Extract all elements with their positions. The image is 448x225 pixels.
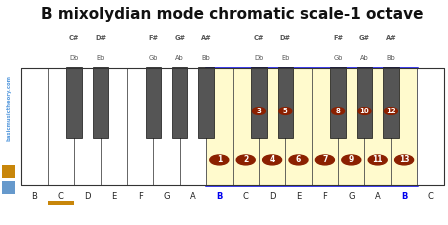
Text: Eb: Eb [96,56,105,61]
Text: C#: C# [254,35,264,41]
Text: C: C [58,192,64,201]
Bar [48,201,74,205]
Circle shape [263,155,282,165]
Text: basicmusictheory.com: basicmusictheory.com [6,75,11,141]
Text: D: D [269,192,276,201]
Bar [357,68,372,138]
Text: D#: D# [280,35,291,41]
Bar [285,68,312,184]
Text: A: A [190,192,196,201]
Text: Bb: Bb [387,56,395,61]
Text: 4: 4 [270,155,275,164]
Text: 1: 1 [217,155,222,164]
Text: E: E [296,192,301,201]
Bar [278,68,293,138]
Text: Ab: Ab [360,56,369,61]
Circle shape [384,108,397,114]
Text: 12: 12 [386,108,396,114]
Text: Gb: Gb [333,56,343,61]
Bar [180,68,206,184]
Text: A#: A# [201,35,211,41]
Bar [338,68,365,184]
Bar [22,68,444,184]
Circle shape [332,108,345,114]
Bar [233,68,259,184]
Text: G#: G# [359,35,370,41]
Text: G#: G# [174,35,185,41]
Text: 9: 9 [349,155,354,164]
Bar [2,181,15,194]
Text: 13: 13 [399,155,409,164]
Bar [93,68,108,138]
Bar [259,68,285,184]
Bar [74,68,100,184]
Text: Gb: Gb [149,56,158,61]
Text: 11: 11 [372,155,383,164]
Text: Bb: Bb [202,56,211,61]
Bar [251,68,267,138]
Text: C#: C# [69,35,79,41]
Text: 5: 5 [283,108,288,114]
Bar [127,68,153,184]
Text: E: E [111,192,116,201]
Text: F#: F# [148,35,158,41]
Bar [206,68,417,184]
Text: Ab: Ab [175,56,184,61]
Bar [100,68,127,184]
Text: A#: A# [386,35,396,41]
Text: C: C [243,192,249,201]
Circle shape [236,155,255,165]
Text: C: C [427,192,433,201]
Bar [22,68,48,184]
Circle shape [395,155,414,165]
Bar [312,68,338,184]
Text: B: B [32,192,38,201]
Bar [383,68,399,138]
Circle shape [368,155,387,165]
Text: B: B [401,192,407,201]
Bar [66,68,82,138]
Text: F#: F# [333,35,343,41]
Bar [365,68,391,184]
Text: 10: 10 [360,108,369,114]
Text: 2: 2 [243,155,248,164]
Text: 3: 3 [256,108,261,114]
Circle shape [315,155,334,165]
Text: 6: 6 [296,155,301,164]
Text: G: G [348,192,354,201]
Text: B: B [216,192,223,201]
Text: Db: Db [254,56,263,61]
Bar [2,165,15,178]
Circle shape [279,108,292,114]
Bar [146,68,161,138]
Text: B mixolydian mode chromatic scale-1 octave: B mixolydian mode chromatic scale-1 octa… [41,7,424,22]
Text: D#: D# [95,35,106,41]
Circle shape [210,155,229,165]
Circle shape [289,155,308,165]
Text: D: D [84,192,90,201]
Text: 7: 7 [322,155,327,164]
Text: Eb: Eb [281,56,289,61]
Text: 8: 8 [336,108,340,114]
Circle shape [358,108,371,114]
Bar [153,68,180,184]
Text: F: F [323,192,327,201]
Text: A: A [375,192,380,201]
Text: F: F [138,192,142,201]
Bar [48,68,74,184]
Bar [331,68,346,138]
Circle shape [342,155,361,165]
Bar [198,68,214,138]
Bar [417,68,444,184]
Bar [391,68,417,184]
Bar [206,68,233,184]
Text: G: G [163,192,170,201]
Bar [172,68,187,138]
Text: Db: Db [69,56,79,61]
Circle shape [253,108,265,114]
